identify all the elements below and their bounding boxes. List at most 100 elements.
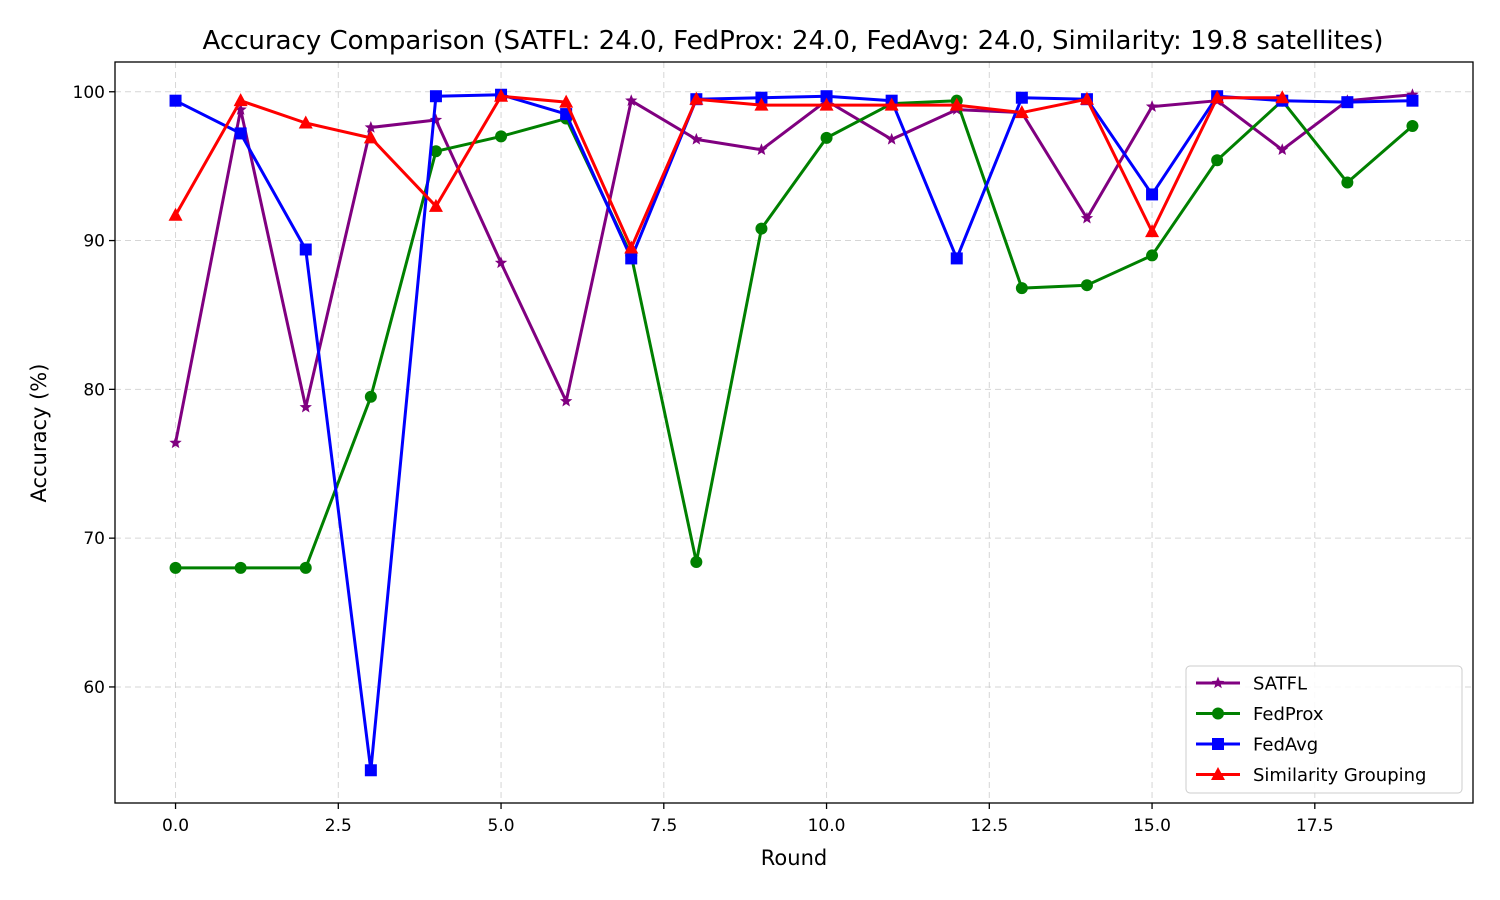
y-tick-label: 70: [83, 529, 105, 549]
legend-box: [1185, 665, 1463, 794]
legend-items: SATFL FedProx FedAvg Similarity Grouping: [1196, 674, 1426, 786]
data-point-similarity-grouping: [233, 93, 248, 107]
data-point-satfl: [169, 436, 182, 449]
series-fedprox: [169, 94, 1419, 574]
legend: SATFL FedProx FedAvg Similarity Grouping: [1185, 665, 1463, 794]
data-point-similarity-grouping: [168, 207, 183, 221]
legend-marker-fedavg: [1212, 738, 1224, 750]
data-point-similarity-grouping: [1275, 90, 1290, 104]
data-point-similarity-grouping: [1079, 91, 1094, 105]
legend-label-satfl: SATFL: [1253, 674, 1307, 695]
legend-entry-fedavg: FedAvg: [1196, 735, 1318, 756]
data-point-fedprox: [234, 561, 247, 574]
y-tick-label: 90: [83, 232, 105, 252]
series-line-satfl: [174, 93, 1413, 444]
data-point-fedprox: [690, 555, 703, 568]
data-point-satfl: [885, 132, 898, 145]
x-tick-label: 12.5: [970, 816, 1008, 836]
legend-label-fedprox: FedProx: [1253, 704, 1324, 725]
legend-entry-satfl: SATFL: [1196, 674, 1307, 695]
data-point-fedprox: [169, 561, 182, 574]
data-point-similarity-grouping: [494, 88, 509, 102]
data-point-similarity-grouping: [363, 130, 378, 144]
legend-entry-fedprox: FedProx: [1196, 704, 1324, 725]
legend-entry-similarity-grouping: Similarity Grouping: [1196, 765, 1426, 786]
series-layer: [168, 88, 1419, 777]
data-point-fedavg: [1146, 188, 1159, 201]
legend-label-similarity-grouping: Similarity Grouping: [1253, 765, 1426, 786]
x-tick-label: 15.0: [1133, 816, 1171, 836]
data-point-similarity-grouping: [624, 240, 639, 254]
data-point-similarity-grouping: [754, 97, 769, 111]
data-point-satfl: [1406, 88, 1419, 100]
data-point-similarity-grouping: [949, 97, 964, 111]
data-point-satfl: [234, 103, 247, 115]
data-point-satfl: [559, 394, 573, 407]
data-point-fedprox: [1080, 279, 1093, 292]
y-tick-label: 100: [73, 83, 105, 103]
series-line-fedavg: [174, 93, 1413, 772]
data-point-fedavg: [950, 252, 963, 265]
data-point-similarity-grouping: [428, 198, 443, 212]
series-line-similarity-grouping: [174, 94, 1283, 250]
data-point-fedprox: [820, 131, 833, 144]
data-point-fedavg: [169, 94, 182, 107]
y-tick-label: 60: [83, 678, 105, 698]
data-point-similarity-grouping: [559, 94, 574, 108]
data-point-similarity-grouping: [1145, 224, 1160, 238]
data-point-fedprox: [1015, 282, 1028, 295]
data-point-satfl: [299, 400, 312, 413]
data-point-fedprox: [1146, 249, 1159, 262]
y-axis-label: Accuracy (%): [27, 364, 51, 503]
x-tick-label: 5.0: [488, 816, 515, 836]
x-tick-label: 10.0: [808, 816, 846, 836]
y-tick-label: 80: [83, 380, 105, 400]
data-point-satfl: [690, 132, 703, 145]
data-point-fedprox: [1406, 119, 1419, 132]
data-point-fedavg: [429, 90, 442, 103]
x-tick-label: 7.5: [650, 816, 677, 836]
data-point-satfl: [755, 143, 768, 156]
data-point-fedprox: [1341, 176, 1354, 189]
data-point-fedprox: [755, 222, 768, 235]
data-point-fedprox: [495, 130, 508, 143]
data-point-satfl: [1080, 211, 1094, 224]
tick-layer: 0.0 2.5 5.0 7.5 10.0 12.5 15.0 17.5 60 70 80 90 100: [73, 83, 1334, 836]
legend-marker-fedprox: [1212, 707, 1224, 720]
chart-title: Accuracy Comparison (SATFL: 24.0, FedPro…: [203, 26, 1384, 56]
data-point-fedavg: [234, 127, 247, 140]
data-point-similarity-grouping: [884, 97, 899, 111]
legend-marker-satfl: [1211, 676, 1225, 689]
data-point-satfl: [1276, 143, 1289, 156]
plot-frame: [114, 61, 1474, 804]
data-point-fedprox: [429, 145, 442, 158]
legend-label-fedavg: FedAvg: [1253, 735, 1318, 756]
x-axis-label: Round: [761, 846, 827, 870]
data-point-fedavg: [1406, 94, 1419, 107]
x-tick-label: 2.5: [325, 816, 352, 836]
data-point-satfl: [429, 113, 443, 126]
legend-marker-similarity-grouping: [1211, 767, 1225, 780]
data-point-similarity-grouping: [819, 97, 834, 111]
data-point-similarity-grouping: [689, 91, 704, 105]
data-point-fedavg: [1341, 96, 1354, 109]
data-point-fedavg: [364, 764, 377, 777]
data-point-satfl: [625, 94, 638, 106]
data-point-fedavg: [299, 243, 312, 256]
data-point-similarity-grouping: [1014, 105, 1029, 119]
data-point-satfl: [364, 120, 378, 133]
x-tick-label: 0.0: [162, 816, 189, 836]
data-point-fedavg: [1015, 91, 1028, 104]
series-line-fedprox: [175, 99, 1414, 570]
data-point-satfl: [1145, 100, 1159, 112]
series-satfl: [169, 88, 1419, 449]
data-point-satfl: [494, 256, 508, 269]
data-point-fedavg: [625, 252, 638, 265]
data-point-fedprox: [299, 561, 312, 574]
data-point-fedprox: [364, 390, 377, 403]
data-point-fedprox: [1211, 154, 1224, 167]
x-tick-label: 17.5: [1296, 816, 1334, 836]
series-similarity-grouping: [168, 88, 1290, 254]
data-point-fedavg: [820, 90, 833, 103]
